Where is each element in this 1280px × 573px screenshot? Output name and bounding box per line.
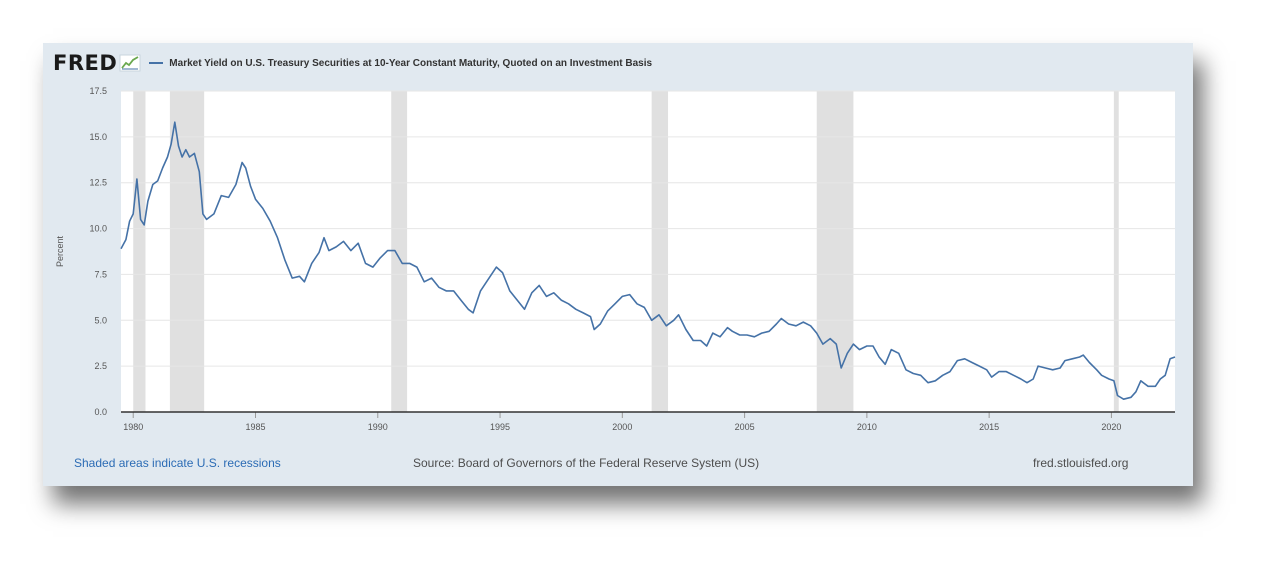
legend-line-swatch — [149, 62, 164, 64]
recession-band — [391, 91, 408, 412]
x-tick-label: 2010 — [857, 422, 877, 432]
chart-header: FRED Market Yield on U.S. Treasury Secur… — [53, 51, 652, 75]
recession-band — [1113, 91, 1119, 412]
x-tick-label: 1985 — [245, 422, 265, 432]
recessions-note[interactable]: Shaded areas indicate U.S. recessions — [74, 456, 281, 470]
recession-band — [133, 91, 146, 412]
x-tick-label: 1990 — [368, 422, 388, 432]
recession-band — [816, 91, 854, 412]
x-tick-label: 2020 — [1101, 422, 1121, 432]
yield-line-chart: 0.0 2.5 5.0 7.5 10.0 12.5 15.0 17.5 1980 1985 1990… — [55, 86, 1176, 432]
x-tick-label: 1980 — [123, 422, 143, 432]
chart-logo-icon — [119, 54, 141, 72]
chart-card: 0.0 2.5 5.0 7.5 10.0 12.5 15.0 17.5 1980 1985 1990… — [43, 43, 1193, 486]
y-tick-label: 7.5 — [94, 269, 107, 279]
x-tick-label: 1995 — [490, 422, 510, 432]
plot-area — [121, 91, 1175, 412]
site-link[interactable]: fred.stlouisfed.org — [1033, 456, 1129, 470]
recession-band — [169, 91, 205, 412]
x-tick-label: 2015 — [979, 422, 999, 432]
y-tick-label: 12.5 — [89, 178, 107, 188]
legend-series-label[interactable]: Market Yield on U.S. Treasury Securities… — [169, 57, 653, 69]
source-note: Source: Board of Governors of the Federa… — [413, 456, 760, 470]
series-line-10y-yield[interactable] — [120, 121, 1176, 401]
recession-band — [651, 91, 669, 412]
y-tick-label: 5.0 — [94, 315, 107, 325]
x-tick-label: 2005 — [735, 422, 755, 432]
x-tick-label: 2000 — [612, 422, 632, 432]
y-tick-label: 0.0 — [94, 407, 107, 417]
y-tick-label: 17.5 — [89, 86, 107, 96]
y-tick-label: 2.5 — [94, 361, 107, 371]
y-tick-label: 15.0 — [89, 132, 107, 142]
y-tick-label: 10.0 — [89, 224, 107, 234]
y-axis-label: Percent — [55, 235, 65, 267]
fred-logo[interactable]: FRED — [53, 51, 118, 75]
